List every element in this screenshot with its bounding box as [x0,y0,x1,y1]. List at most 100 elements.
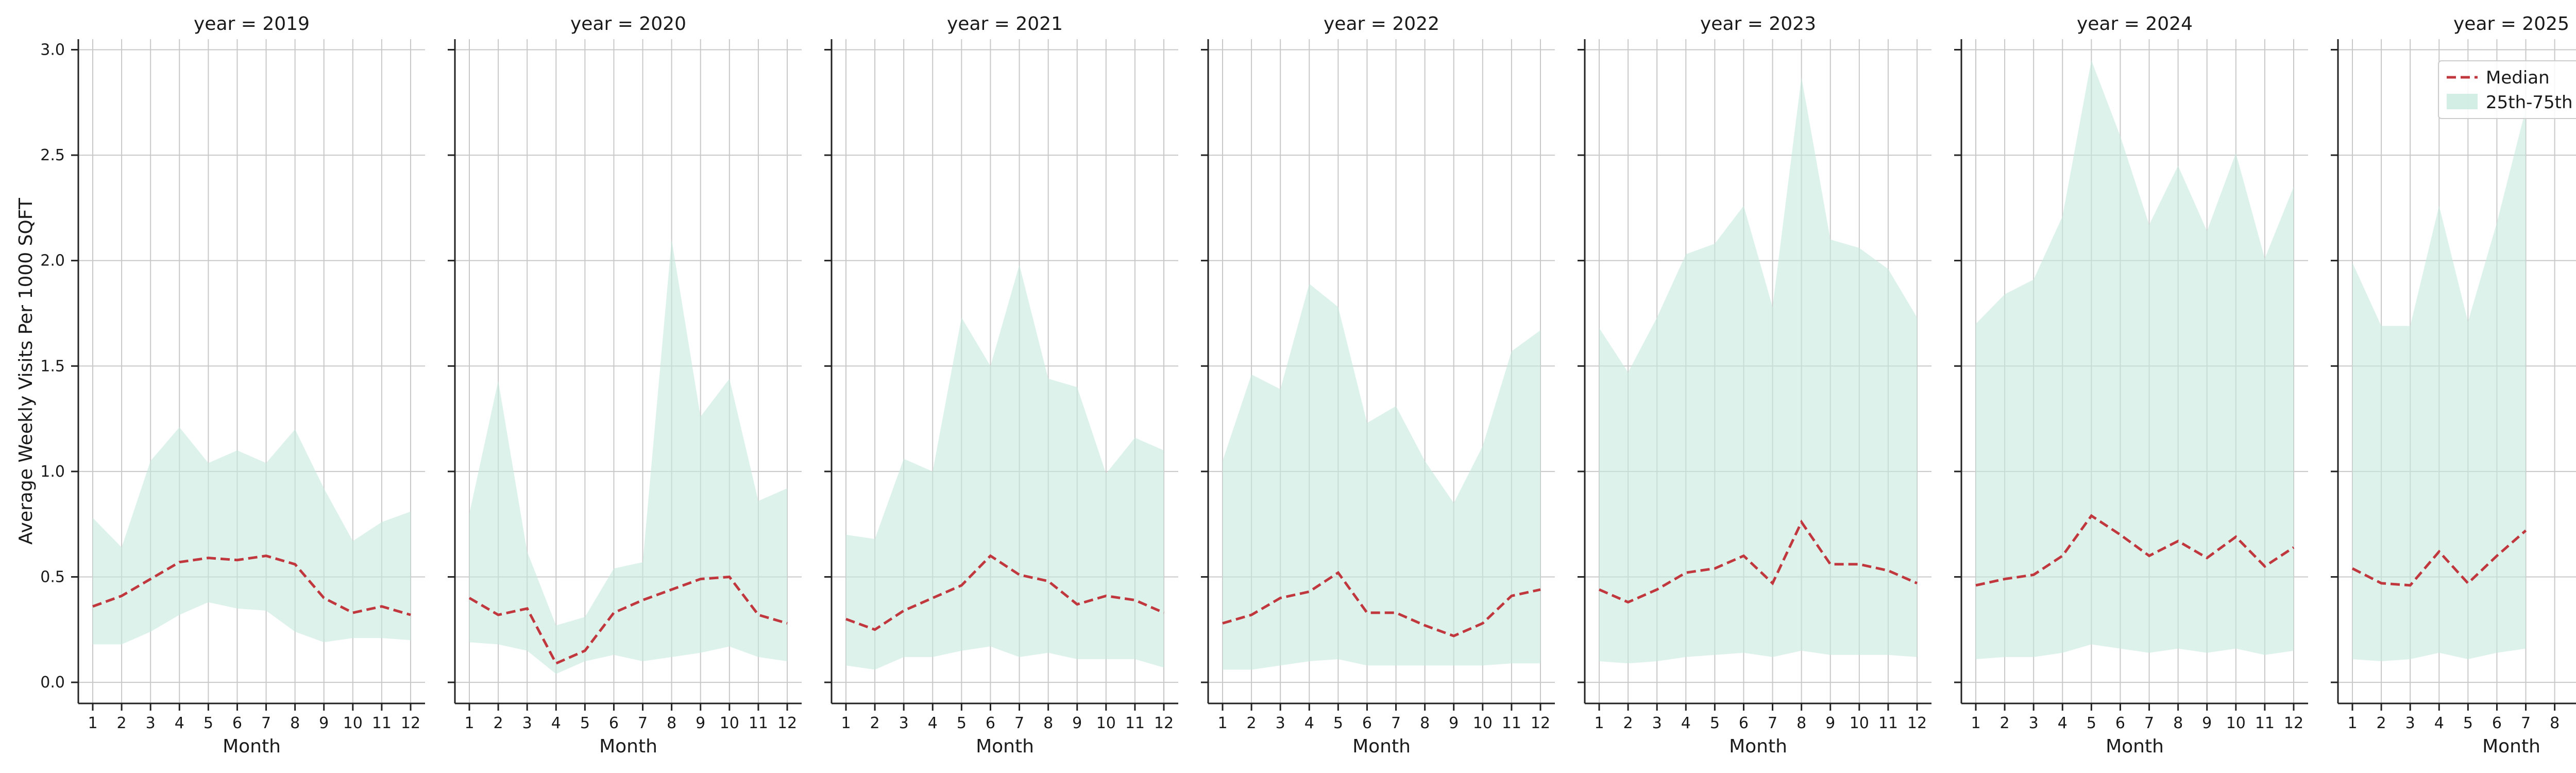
legend-band-swatch [2447,94,2478,109]
x-tick-label: 12 [777,714,797,732]
y-axis-label: Average Weekly Visits Per 1000 SQFT [15,197,37,545]
x-tick-label: 7 [638,714,648,732]
x-tick-label: 10 [1473,714,1493,732]
facet-title: year = 2019 [194,13,310,35]
x-tick-label: 7 [1391,714,1401,732]
x-tick-label: 2 [117,714,127,732]
x-tick-label: 5 [957,714,967,732]
x-tick-label: 10 [343,714,363,732]
x-tick-label: 12 [2284,714,2303,732]
x-tick-label: 6 [1362,714,1372,732]
median-line [1975,514,2295,587]
facet-title: year = 2022 [1324,13,1439,35]
x-tick-label: 8 [1420,714,1430,732]
x-tick-label: 12 [1531,714,1550,732]
x-tick-label: 11 [372,714,392,732]
x-tick-label: 8 [667,714,676,732]
percentile-band [469,239,787,674]
x-tick-label: 6 [609,714,619,732]
x-tick-label: 9 [319,714,329,732]
x-tick-label: 5 [580,714,590,732]
facet-title: year = 2024 [2077,13,2193,35]
x-tick-label: 1 [2347,714,2357,732]
x-tick-label: 2 [2377,714,2386,732]
percentile-band [1223,283,1540,670]
y-tick-label: 2.5 [40,146,65,164]
x-tick-label: 10 [1096,714,1116,732]
x-tick-label: 11 [1878,714,1898,732]
y-tick-label: 1.0 [40,463,65,481]
x-tick-label: 1 [464,714,474,732]
median-line [1598,519,1918,604]
x-tick-label: 9 [1449,714,1459,732]
x-tick-label: 7 [2144,714,2154,732]
x-tick-label: 8 [2550,714,2560,732]
x-tick-label: 6 [2115,714,2125,732]
x-tick-label: 1 [88,714,97,732]
x-tick-label: 6 [1739,714,1749,732]
x-axis-label: Month [1729,736,1787,757]
x-tick-label: 7 [2521,714,2531,732]
percentile-band [2352,109,2526,662]
legend-band-label: 25th-75th Percentile [2486,92,2576,113]
x-tick-label: 1 [1594,714,1604,732]
x-tick-label: 3 [2029,714,2039,732]
x-tick-label: 3 [1276,714,1285,732]
x-tick-label: 2 [1623,714,1633,732]
y-tick-label: 0.0 [40,674,65,692]
legend-median-label: Median [2486,68,2550,88]
x-tick-label: 2 [870,714,880,732]
facet-title: year = 2020 [570,13,686,35]
x-tick-label: 1 [841,714,851,732]
median-line [92,554,411,616]
x-tick-label: 11 [2255,714,2275,732]
percentile-band [1976,60,2294,660]
x-tick-label: 7 [1768,714,1777,732]
x-tick-label: 5 [1710,714,1720,732]
x-tick-label: 8 [1043,714,1053,732]
x-tick-label: 2 [1247,714,1257,732]
x-tick-label: 9 [2202,714,2212,732]
x-tick-label: 3 [146,714,156,732]
x-tick-label: 4 [1304,714,1314,732]
x-axis-label: Month [976,736,1034,757]
x-tick-label: 8 [290,714,300,732]
x-tick-label: 4 [2058,714,2067,732]
x-tick-label: 9 [1072,714,1082,732]
x-tick-label: 4 [928,714,938,732]
x-tick-label: 9 [696,714,705,732]
facet-title: year = 2023 [1700,13,1816,35]
x-tick-label: 6 [232,714,242,732]
percentile-band [846,264,1164,670]
x-tick-label: 2 [494,714,503,732]
facet-panels: 0.00.51.01.52.02.53.01 2 3 4 5 6 7 8 9 10 11 12Mont… [40,13,2576,757]
x-tick-label: 1 [1217,714,1227,732]
x-tick-label: 11 [749,714,768,732]
x-tick-label: 11 [1502,714,1521,732]
legend: Median 25th-75th Percentile [2438,60,2576,119]
x-tick-label: 1 [1971,714,1980,732]
x-tick-label: 6 [986,714,995,732]
x-tick-label: 10 [1850,714,1869,732]
y-tick-label: 1.5 [40,357,65,375]
x-tick-label: 4 [551,714,561,732]
x-axis-label: Month [223,736,281,757]
y-tick-label: 0.5 [40,568,65,586]
x-tick-label: 4 [1681,714,1691,732]
x-tick-label: 10 [2226,714,2246,732]
x-tick-label: 5 [204,714,213,732]
facet-panel: 0.00.51.01.52.02.53.01 2 3 4 5 6 7 8 9 10 11 12Mont… [40,13,425,757]
x-tick-label: 8 [1797,714,1806,732]
x-tick-label: 2 [2000,714,2010,732]
x-tick-label: 10 [720,714,739,732]
median-line [468,575,788,665]
x-tick-label: 12 [401,714,420,732]
x-tick-label: 5 [1333,714,1343,732]
x-tick-label: 12 [1907,714,1927,732]
x-axis-label: Month [599,736,657,757]
